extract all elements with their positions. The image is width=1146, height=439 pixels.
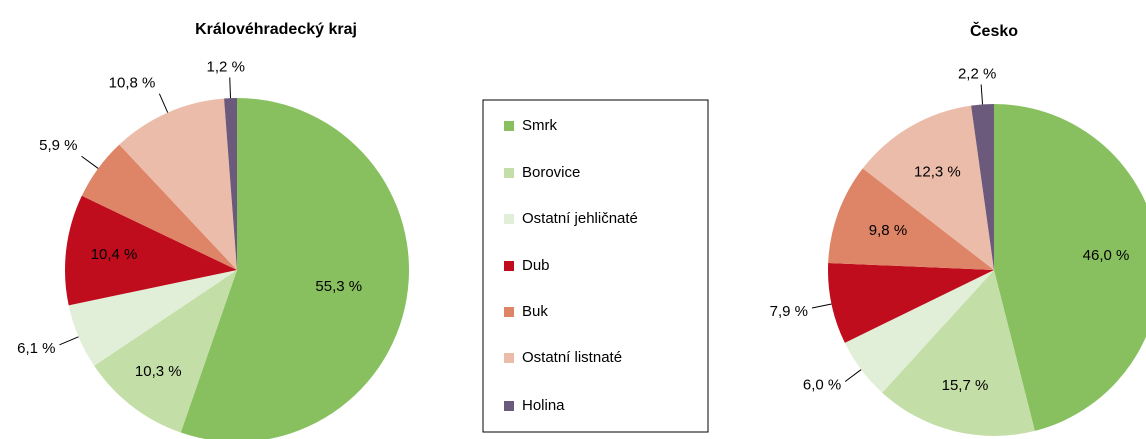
- data-label: 15,7 %: [942, 377, 989, 394]
- leader-line: [844, 369, 862, 382]
- legend-swatch: [504, 353, 514, 363]
- data-label: 7,9 %: [770, 303, 808, 320]
- leader-line: [59, 336, 79, 346]
- leader-line: [81, 155, 99, 169]
- legend-swatch: [504, 401, 514, 411]
- data-label: 6,1 %: [17, 340, 55, 357]
- legend-label: Dub: [522, 257, 550, 274]
- legend-label: Ostatní listnaté: [522, 349, 622, 366]
- legend-label: Holina: [522, 397, 565, 414]
- pie-slice: [65, 195, 237, 306]
- pie-slice: [844, 270, 994, 393]
- legend-swatch: [504, 307, 514, 317]
- data-label: 55,3 %: [315, 278, 362, 295]
- pie-slice: [882, 270, 1035, 436]
- leader-line: [811, 303, 832, 309]
- legend-swatch: [504, 168, 514, 178]
- legend-swatch: [504, 121, 514, 131]
- pie-slice: [81, 144, 237, 270]
- data-label: 10,4 %: [91, 246, 138, 263]
- data-label: 2,2 %: [958, 65, 996, 82]
- data-label: 10,8 %: [109, 75, 156, 92]
- pie-slice: [119, 98, 237, 270]
- pie-slice: [971, 104, 994, 270]
- data-label: 9,8 %: [869, 222, 907, 239]
- data-label: 10,3 %: [135, 363, 182, 380]
- data-label: 1,2 %: [207, 58, 245, 75]
- pie-slice: [828, 262, 994, 343]
- pie-slice: [994, 104, 1146, 431]
- legend-box: [482, 99, 709, 433]
- legend-label: Buk: [522, 303, 548, 320]
- data-label: 5,9 %: [39, 137, 77, 154]
- legend-label: Ostatní jehličnaté: [522, 210, 638, 227]
- pie-slice: [68, 270, 237, 366]
- leader-line: [229, 77, 232, 99]
- pie-slice: [94, 270, 237, 433]
- data-label: 6,0 %: [803, 376, 841, 393]
- pie-slice: [828, 168, 994, 270]
- pie-slice: [224, 98, 237, 270]
- leader-line: [980, 84, 984, 105]
- legend-swatch: [504, 261, 514, 271]
- legend-label: Borovice: [522, 164, 580, 181]
- chart-title: Královéhradecký kraj: [195, 21, 357, 38]
- legend-swatch: [504, 214, 514, 224]
- pie-slice: [180, 98, 409, 439]
- data-label: 12,3 %: [914, 163, 961, 180]
- data-label: 46,0 %: [1083, 247, 1130, 264]
- pie-slice: [862, 105, 994, 270]
- legend-label: Smrk: [522, 117, 557, 134]
- chart-title: Česko: [970, 21, 1018, 40]
- leader-line: [158, 93, 169, 113]
